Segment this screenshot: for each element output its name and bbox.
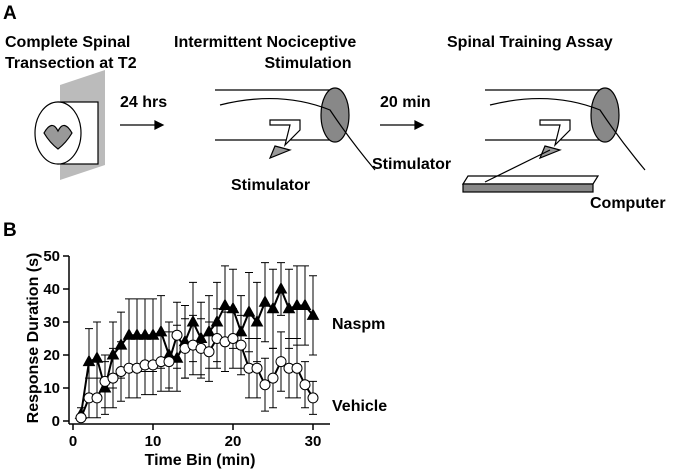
y-axis-label: Response Duration (s) [25, 253, 42, 424]
marker [90, 351, 104, 363]
marker [299, 379, 311, 391]
marker [307, 392, 319, 404]
marker [290, 298, 304, 310]
marker [146, 328, 160, 340]
marker [202, 324, 216, 337]
marker [275, 356, 287, 368]
x-tick-label: 10 [145, 433, 162, 450]
marker [138, 328, 152, 340]
marker [170, 351, 184, 363]
marker [194, 331, 208, 343]
marker [291, 362, 303, 374]
marker [114, 338, 128, 350]
marker [82, 354, 96, 367]
y-tick-label: 20 [43, 347, 60, 364]
marker [267, 372, 279, 384]
panel-label: A [3, 3, 17, 24]
marker [227, 333, 239, 344]
panel-label: B [3, 220, 17, 241]
marker [242, 305, 256, 317]
plot: 0 10 20 30 40 50 0 10 20 30 Naspm Vehicle [43, 248, 387, 450]
y-tick-label: 10 [43, 380, 60, 397]
legend-label: Naspm [332, 316, 385, 333]
marker [107, 372, 119, 384]
marker [218, 298, 232, 310]
marker [171, 329, 183, 341]
marker [306, 308, 320, 320]
marker [203, 346, 215, 358]
marker [98, 380, 112, 393]
y-tick-label: 50 [43, 248, 60, 265]
arrow-label: 20 min [380, 94, 431, 111]
y-tick-label: 0 [52, 413, 60, 430]
marker [259, 379, 271, 391]
marker [154, 324, 168, 337]
legend-label: Vehicle [332, 398, 387, 415]
arrow-label: 24 hrs [120, 94, 167, 111]
marker [163, 356, 175, 368]
step-title: Complete Spinal [5, 34, 130, 51]
x-axis-label: Time Bin (min) [145, 452, 256, 469]
device-label: Stimulator [231, 177, 310, 194]
step-title: Spinal Training Assay [447, 34, 613, 51]
marker [250, 314, 264, 327]
marker [282, 301, 296, 314]
step-title: Intermittent Nociceptive [174, 34, 356, 51]
marker [91, 392, 103, 404]
marker [122, 328, 136, 340]
axes [68, 256, 330, 425]
marker [266, 301, 280, 314]
device-label: Computer [590, 195, 666, 212]
marker [130, 328, 144, 340]
marker [234, 324, 248, 337]
marker [298, 298, 312, 310]
marker [186, 314, 200, 327]
x-tick-label: 0 [69, 433, 77, 450]
step-title: Transection at T2 [5, 55, 137, 72]
x-tick-label: 20 [225, 433, 242, 450]
device-label: Stimulator [372, 156, 451, 173]
marker [258, 295, 272, 307]
step-title: Stimulation [264, 55, 351, 72]
marker [251, 362, 263, 374]
marker [210, 314, 224, 327]
marker [226, 301, 240, 314]
marker [274, 281, 288, 294]
marker [235, 339, 247, 351]
y-tick-label: 30 [43, 314, 60, 331]
marker [75, 412, 87, 424]
marker [106, 347, 120, 360]
x-tick-label: 30 [305, 433, 322, 450]
diagram [34, 70, 646, 193]
y-tick-label: 40 [43, 281, 60, 298]
